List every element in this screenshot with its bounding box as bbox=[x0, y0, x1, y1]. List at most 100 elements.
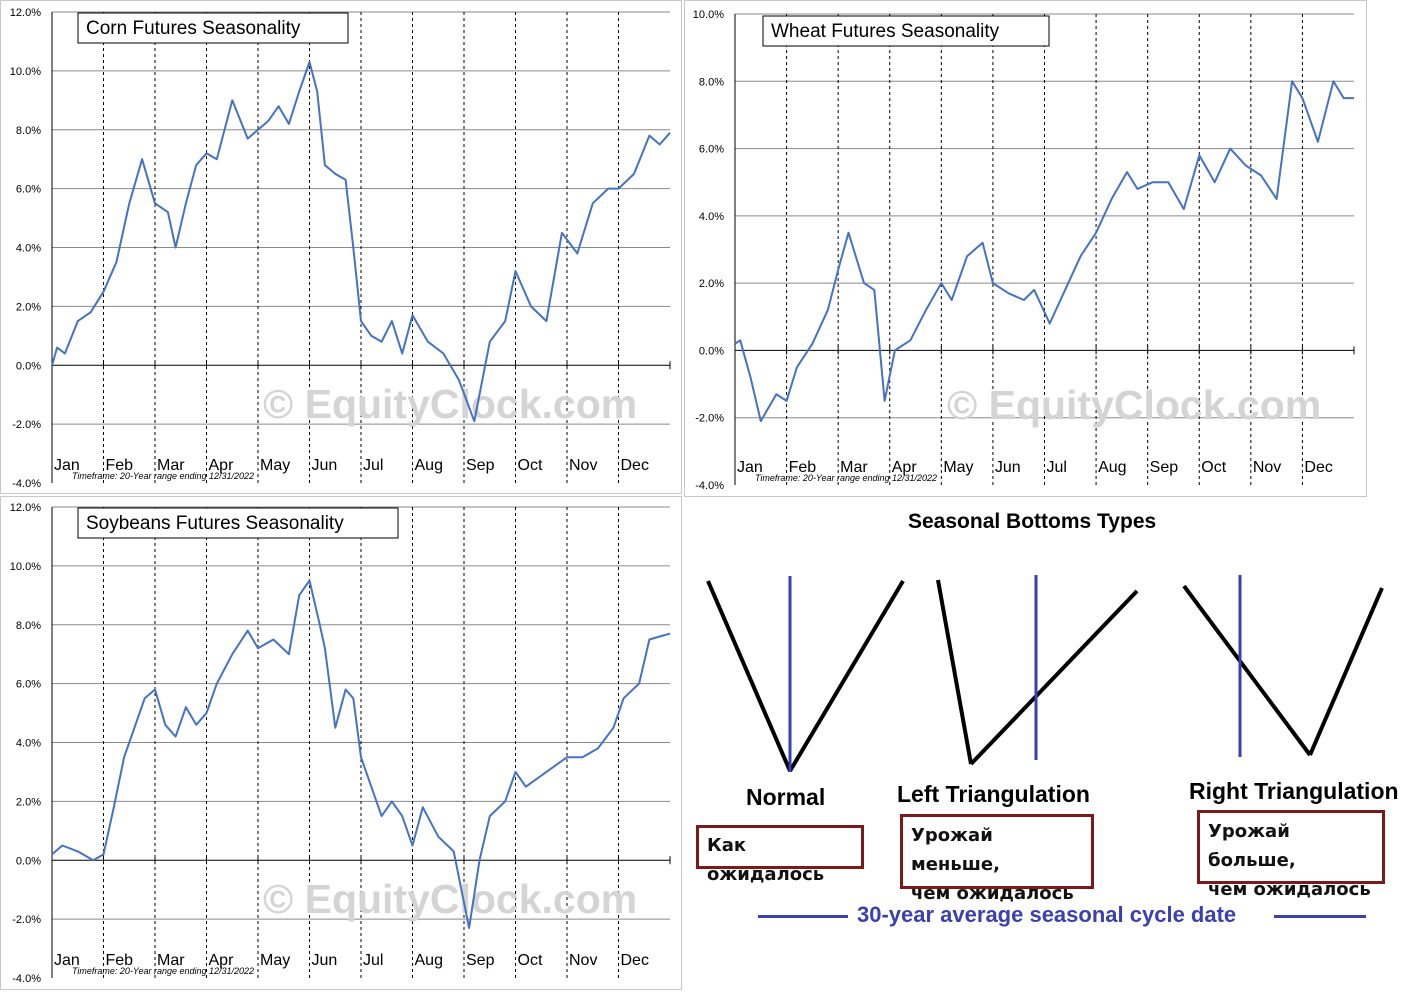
x-tick-label-aug: Aug bbox=[415, 457, 443, 474]
normal-box: Как ожидалось bbox=[696, 825, 864, 885]
x-tick-label-oct: Oct bbox=[518, 457, 543, 474]
x-tick-label-feb: Feb bbox=[106, 457, 134, 474]
y-tick-label: 8.0% bbox=[16, 125, 41, 137]
x-tick-label-dec: Dec bbox=[621, 457, 649, 474]
legend-line-right bbox=[1274, 915, 1366, 918]
x-tick-label-jun: Jun bbox=[995, 459, 1021, 476]
y-tick-label: 12.0% bbox=[10, 7, 41, 19]
soybeans-chart-panel: 12.0% 10.0% 8.0% 6.0% 4.0% 2.0% 0.0% -2.0% -4.0%… bbox=[0, 496, 682, 990]
series-line bbox=[51, 61, 671, 423]
x-tick-label-mar: Mar bbox=[157, 952, 185, 969]
bottoms-title: Seasonal Bottoms Types bbox=[908, 510, 1157, 533]
x-tick-label-apr: Apr bbox=[892, 459, 918, 476]
x-tick-label-nov: Nov bbox=[569, 952, 597, 969]
y-tick-label: 8.0% bbox=[16, 620, 41, 632]
x-tick-label-jan: Jan bbox=[737, 459, 763, 476]
y-tick-label: 0.0% bbox=[16, 360, 41, 372]
y-tick-label: 6.0% bbox=[16, 184, 41, 196]
x-tick-label-nov: Nov bbox=[569, 457, 597, 474]
timeframe-note: Timeframe: 20-Year range ending 12/31/20… bbox=[755, 473, 937, 483]
left-box-line-1: Урожай меньше, bbox=[911, 825, 1000, 875]
x-tick-label-oct: Oct bbox=[518, 952, 543, 969]
x-tick-label-may: May bbox=[260, 952, 290, 969]
x-tick-label-oct: Oct bbox=[1201, 459, 1226, 476]
chart-title-box bbox=[77, 507, 399, 539]
soybeans-chart: 12.0% 10.0% 8.0% 6.0% 4.0% 2.0% 0.0% -2.0% -4.0%… bbox=[10, 502, 671, 985]
y-tick-label: 2.0% bbox=[16, 301, 41, 313]
right-tri-right-arm bbox=[1308, 587, 1384, 756]
x-tick-label-aug: Aug bbox=[1098, 459, 1126, 476]
right-tri-left-arm bbox=[1182, 584, 1312, 757]
left-box-line-2: чем ожидалось bbox=[911, 883, 1074, 904]
right-box-line-1: Урожай больше, bbox=[1208, 821, 1296, 871]
watermark: © EquityClock.com bbox=[947, 382, 1321, 428]
x-tick-label-may: May bbox=[943, 459, 973, 476]
x-tick-label-jul: Jul bbox=[363, 952, 383, 969]
x-tick-label-may: May bbox=[260, 457, 290, 474]
y-tick-label: 4.0% bbox=[699, 211, 724, 223]
x-tick-label-feb: Feb bbox=[789, 459, 817, 476]
y-tick-label: -4.0% bbox=[695, 480, 724, 492]
y-tick-label: 6.0% bbox=[16, 679, 41, 691]
y-tick-label: 10.0% bbox=[10, 561, 41, 573]
x-tick-label-mar: Mar bbox=[157, 457, 185, 474]
legend-line-left bbox=[758, 915, 848, 918]
timeframe-note: Timeframe: 20-Year range ending 12/31/20… bbox=[72, 966, 254, 976]
wheat-chart: 10.0% 8.0% 6.0% 4.0% 2.0% 0.0% -2.0% -4.0% Jan Fe… bbox=[693, 9, 1355, 492]
watermark: © EquityClock.com bbox=[263, 381, 637, 427]
x-tick-label-sep: Sep bbox=[466, 952, 495, 969]
chart-title-box bbox=[77, 12, 349, 44]
left-triangulation-box: Урожай меньше, чем ожидалось bbox=[900, 814, 1094, 904]
left-tri-left-arm bbox=[936, 579, 973, 765]
legend-text: 30-year average seasonal cycle date bbox=[857, 902, 1237, 927]
x-tick-label-apr: Apr bbox=[209, 457, 235, 474]
series-line bbox=[51, 579, 671, 929]
y-tick-label: 4.0% bbox=[16, 738, 41, 750]
y-tick-label: 12.0% bbox=[10, 502, 41, 514]
right-triangulation-label: Right Triangulation bbox=[1189, 778, 1399, 804]
x-tick-label-jun: Jun bbox=[312, 457, 338, 474]
right-box-line-2: чем ожидалось bbox=[1208, 879, 1371, 900]
series-line bbox=[734, 80, 1354, 423]
x-tick-label-dec: Dec bbox=[621, 952, 649, 969]
y-tick-label: -2.0% bbox=[12, 914, 41, 926]
x-tick-label-apr: Apr bbox=[209, 952, 235, 969]
y-tick-label: 0.0% bbox=[16, 855, 41, 867]
seasonal-bottoms-diagram: Seasonal Bottoms Types Normal Left Trian… bbox=[684, 500, 1415, 995]
x-tick-label-jun: Jun bbox=[312, 952, 338, 969]
x-tick-label-mar: Mar bbox=[840, 459, 868, 476]
y-tick-label: 2.0% bbox=[699, 278, 724, 290]
left-tri-right-arm bbox=[969, 589, 1139, 766]
wheat-chart-panel: 10.0% 8.0% 6.0% 4.0% 2.0% 0.0% -2.0% -4.0% Jan Fe… bbox=[684, 0, 1367, 497]
y-tick-label: 4.0% bbox=[16, 243, 41, 255]
y-tick-label: -4.0% bbox=[12, 478, 41, 490]
normal-right-arm bbox=[788, 579, 905, 773]
bottoms-shapes bbox=[706, 575, 1384, 773]
corn-chart-panel: 12.0% 10.0% 8.0% 6.0% 4.0% 2.0% 0.0% -2.0% -4.0%… bbox=[0, 0, 682, 494]
normal-left-arm bbox=[706, 580, 792, 772]
normal-box-text: Как ожидалось bbox=[707, 835, 825, 885]
y-tick-label: -4.0% bbox=[12, 973, 41, 985]
y-tick-label: -2.0% bbox=[12, 419, 41, 431]
x-tick-label-sep: Sep bbox=[466, 457, 495, 474]
x-tick-label-dec: Dec bbox=[1304, 459, 1332, 476]
right-triangulation-box: Урожай больше, чем ожидалось bbox=[1197, 810, 1385, 900]
x-tick-label-sep: Sep bbox=[1150, 459, 1179, 476]
y-tick-label: 8.0% bbox=[699, 76, 724, 88]
x-tick-label-jan: Jan bbox=[54, 457, 80, 474]
y-tick-label: -2.0% bbox=[695, 413, 724, 425]
timeframe-note: Timeframe: 20-Year range ending 12/31/20… bbox=[72, 471, 254, 481]
chart-title-box bbox=[762, 15, 1050, 47]
y-tick-label: 0.0% bbox=[699, 345, 724, 357]
y-tick-label: 2.0% bbox=[16, 796, 41, 808]
x-tick-label-feb: Feb bbox=[106, 952, 134, 969]
watermark: © EquityClock.com bbox=[263, 876, 637, 922]
left-triangulation-label: Left Triangulation bbox=[897, 781, 1090, 807]
y-tick-label: 10.0% bbox=[10, 66, 41, 78]
x-tick-label-aug: Aug bbox=[415, 952, 443, 969]
x-tick-label-jul: Jul bbox=[363, 457, 383, 474]
y-tick-label: 6.0% bbox=[699, 144, 724, 156]
chart-title: Soybeans Futures Seasonality bbox=[86, 513, 344, 534]
y-tick-label: 10.0% bbox=[693, 9, 724, 21]
chart-title: Wheat Futures Seasonality bbox=[771, 21, 1000, 42]
